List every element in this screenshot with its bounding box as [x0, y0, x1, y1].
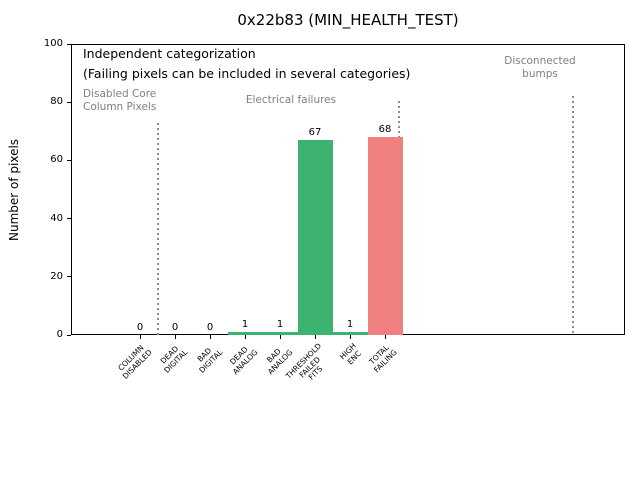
y-tick-label: 100 — [43, 38, 63, 49]
bar — [262, 332, 298, 335]
x-tick-mark — [385, 335, 386, 339]
x-tick-mark — [350, 335, 351, 339]
y-tick-label: 40 — [50, 212, 63, 224]
x-tick-label: DEAD DIGITAL — [158, 344, 189, 375]
section-label-electrical-failures: Electrical failures — [245, 94, 337, 106]
y-tick-label: 80 — [50, 96, 63, 108]
y-tick-mark — [67, 159, 71, 161]
y-tick-label: 60 — [50, 154, 63, 166]
bar-value-label: 1 — [276, 319, 284, 330]
bar — [227, 332, 263, 335]
x-tick-label: COLUMN DISABLED — [116, 343, 154, 381]
section-label-disabled-core-column-pixels: Disabled Core Column Pixels — [83, 88, 157, 113]
bar-value-label: 67 — [308, 127, 322, 138]
x-tick-mark — [175, 335, 176, 339]
bar — [332, 332, 368, 335]
x-tick-mark — [315, 335, 316, 339]
y-tick-label: 20 — [50, 270, 63, 282]
chart-title: 0x22b83 (MIN_HEALTH_TEST) — [237, 11, 459, 29]
x-tick-mark — [280, 335, 281, 339]
annotation-failing-pixels-note: (Failing pixels can be included in sever… — [83, 66, 411, 81]
section-divider-dotted-line — [157, 123, 159, 335]
y-tick-mark — [67, 43, 71, 45]
y-tick-mark — [67, 334, 71, 336]
annotation-independent-categorization: Independent categorization — [83, 46, 256, 61]
x-tick-mark — [245, 335, 246, 339]
bar-value-label: 0 — [171, 322, 179, 333]
x-tick-label: TOTAL FAILING — [367, 343, 399, 375]
y-tick-mark — [67, 276, 71, 278]
x-tick-label: HIGH ENC — [337, 341, 363, 367]
section-divider-dotted-line — [572, 96, 574, 335]
bar-value-label: 1 — [241, 319, 249, 330]
x-tick-mark — [210, 335, 211, 339]
y-tick-label: 0 — [56, 329, 63, 340]
y-axis-label: Number of pixels — [7, 138, 21, 241]
x-tick-label: BAD DIGITAL — [195, 345, 224, 375]
y-tick-mark — [67, 218, 71, 220]
bar-value-label: 0 — [206, 322, 214, 333]
section-label-disconnected-bumps: Disconnected bumps — [504, 55, 576, 80]
bar — [367, 137, 403, 335]
bar-value-label: 1 — [346, 319, 354, 330]
x-tick-label: DEAD ANALOG — [227, 344, 259, 376]
x-tick-mark — [140, 335, 141, 339]
bar — [297, 140, 333, 335]
bar-value-label: 68 — [378, 124, 392, 135]
bar-value-label: 0 — [136, 322, 144, 333]
y-tick-mark — [67, 101, 71, 103]
